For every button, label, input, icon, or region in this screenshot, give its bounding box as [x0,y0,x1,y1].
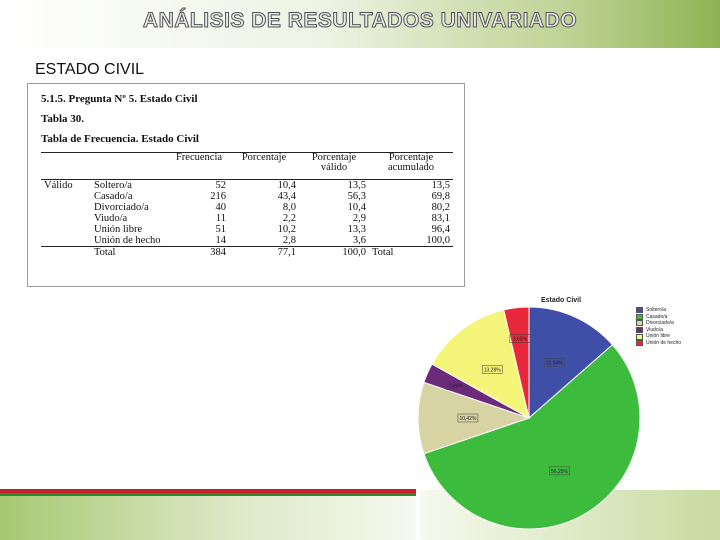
cell-percent: 2,8 [282,235,296,246]
legend-swatch [636,313,643,320]
legend-label: Soltero/a [646,307,667,313]
footer-red-stripe [0,489,416,493]
legend-label: Unión libre [646,333,670,340]
legend-swatch [636,307,643,314]
table-header: Porcentaje acumulado [369,152,453,180]
cell-cumulative-percent: 83,1 [431,213,450,224]
table-row: Válido Soltero/a 52 10,4 13,5 13,5 [41,180,453,192]
slide-subtitle: ESTADO CIVIL [35,61,145,78]
table-header: Frecuencia [169,152,229,180]
cell-percent: 43,4 [277,191,296,202]
legend-item: Divorciado/a [636,320,681,327]
slice-label: 10,42% [459,416,477,422]
legend-label: Viudo/a [646,326,663,333]
slice-label-box [549,466,570,476]
table-header: Porcentaje válido [299,152,369,180]
cell-valid-percent: 2,9 [352,213,366,224]
slice-label-box [543,358,565,367]
pie-slice [528,306,614,420]
cell-percent: 10,4 [277,180,296,191]
legend-item: Unión de hecho [636,340,681,347]
cell-valid-percent: 3,6 [352,235,366,246]
cell-frequency: 216 [210,191,226,202]
pie-slice [431,309,530,419]
table-header [41,152,91,180]
table-row: Unión libre 51 10,2 13,3 96,4 [41,224,453,235]
cell-cumulative-percent: 13,5 [431,180,450,191]
cell-cumulative-percent: 69,8 [431,191,450,202]
slice-label-box [457,413,479,423]
chart-title: Estado Civil [541,297,582,304]
legend-swatch [636,333,643,340]
cell-frequency: 40 [215,202,227,213]
title-banner [0,0,720,48]
cell-cumulative-percent: 96,4 [431,224,450,235]
legend-item: Soltero/a [636,307,681,314]
slice-label: 13,54% [546,360,564,366]
legend-label: Divorciado/a [646,320,674,327]
cell-valid-percent: 56,3 [347,191,366,202]
legend-item: Casado/a [636,314,681,321]
cell-percent: 2,2 [282,213,296,224]
table-header [91,152,169,180]
slide-title: ANÁLISIS DE RESULTADOS UNIVARIADO [142,9,578,33]
slice-label: 2,86% [449,384,464,390]
row-label: Total [91,246,169,258]
legend-swatch [636,340,643,347]
pie-slice [417,381,531,455]
legend-swatch [636,320,643,327]
row-label: Casado/a [94,191,133,202]
slice-label-box [445,381,467,390]
row-label: Soltero/a [94,180,132,191]
cell-percent: 8,0 [282,202,296,213]
table-header-row: Frecuencia Porcentaje Porcentaje válido … [41,152,453,180]
cell-valid-percent: 13,5 [347,180,366,191]
legend-label: Unión de hecho [646,339,682,346]
row-label: Unión de hecho [94,235,161,246]
chart-legend: Soltero/a Casado/a Divorciado/a Viudo/a Unió… [636,307,681,347]
slice-label: 56,25% [551,469,569,475]
cell-frequency: 11 [215,213,226,224]
frequency-table: Frecuencia Porcentaje Porcentaje válido … [41,152,453,258]
slice-label: 13,28% [484,367,502,373]
row-label: Divorciado/a [94,202,149,213]
legend-label: Casado/a [646,313,668,320]
cell-valid-percent: 100,0 [299,246,369,258]
cell-cumulative-percent: 80,2 [431,202,450,213]
cell-cumulative-percent: Total [369,246,453,258]
cell-frequency: 52 [215,180,227,191]
legend-swatch [636,327,643,334]
row-label: Unión libre [94,224,143,235]
table-row: Divorciado/a 40 8,0 10,4 80,2 [41,202,453,213]
cell-cumulative-percent: 100,0 [426,235,450,246]
section-heading: 5.1.5. Pregunta Nº 5. Estado Civil [41,93,198,105]
slice-label-box [509,334,531,343]
cell-frequency: 384 [169,246,229,258]
cell-frequency: 14 [215,235,227,246]
row-label: Viudo/a [94,213,128,224]
legend-item: Viudo/a [636,327,681,334]
table-row: Viudo/a 11 2,2 2,9 83,1 [41,213,453,224]
cell-percent: 10,2 [277,224,296,235]
table-caption: Tabla de Frecuencia. Estado Civil [41,133,199,145]
slice-label-box [481,365,503,374]
table-number: Tabla 30. [41,113,85,125]
table-row: Unión de hecho 14 2,8 3,6 100,0 [41,235,453,247]
pie-slice [423,344,641,530]
group-label: Válido [44,180,73,191]
cell-valid-percent: 13,3 [347,224,366,235]
cell-valid-percent: 10,4 [347,202,366,213]
footer-band [0,490,416,540]
footer-green-stripe [0,493,416,496]
table-header: Porcentaje [229,152,299,180]
table-total-row: Total 384 77,1 100,0 Total [41,246,453,258]
legend-item: Unión libre [636,333,681,340]
cell-frequency: 51 [215,224,227,235]
cell-percent: 77,1 [229,246,299,258]
document-excerpt: 5.1.5. Pregunta Nº 5. Estado Civil Tabla… [27,83,465,287]
table-row: Casado/a 216 43,4 56,3 69,8 [41,191,453,202]
slice-label: 3,65% [513,337,528,343]
